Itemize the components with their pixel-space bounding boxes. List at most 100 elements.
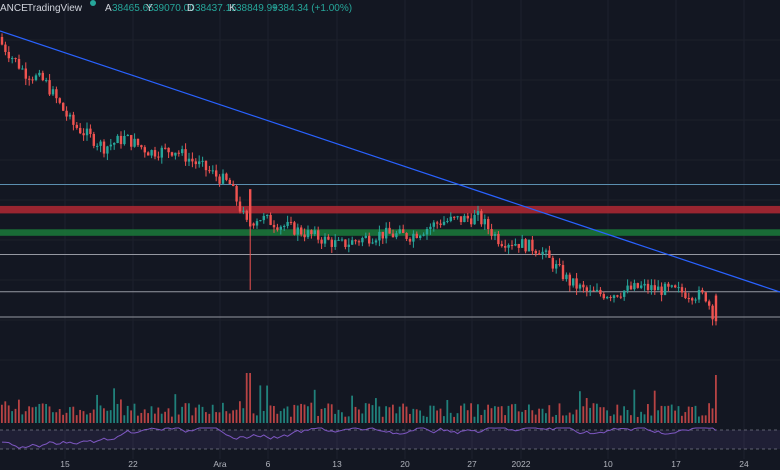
chart-header: ANCE TradingView A 38465.65 Y 39070.00 D… bbox=[0, 0, 780, 18]
candle-body bbox=[371, 242, 374, 244]
candle-body bbox=[235, 186, 238, 202]
volume-bar bbox=[528, 404, 530, 423]
volume-bar bbox=[14, 408, 17, 423]
volume-bar bbox=[514, 403, 517, 423]
volume-bar bbox=[524, 409, 527, 423]
candle-body bbox=[548, 250, 551, 258]
volume-bar bbox=[215, 412, 217, 423]
candle-body bbox=[153, 150, 157, 157]
volume-bar bbox=[551, 416, 554, 423]
candle-body bbox=[470, 218, 473, 225]
candle-body bbox=[82, 133, 85, 136]
volume-bar bbox=[62, 414, 64, 423]
candle-body bbox=[51, 89, 55, 95]
candle-body bbox=[283, 225, 286, 227]
candle-body bbox=[701, 289, 704, 293]
volume-bar bbox=[521, 411, 523, 423]
candle-body bbox=[425, 229, 429, 235]
candle-body bbox=[215, 170, 218, 177]
x-tick-label: 6 bbox=[265, 459, 271, 469]
volume-bar bbox=[647, 404, 649, 423]
candle-body bbox=[415, 233, 418, 238]
volume-bar bbox=[109, 410, 112, 423]
candle-body bbox=[527, 239, 531, 252]
candle-body bbox=[582, 284, 585, 288]
candle-body bbox=[204, 160, 208, 171]
volume-bar bbox=[388, 407, 391, 423]
candle-body bbox=[21, 68, 24, 70]
candle-body bbox=[28, 78, 31, 80]
candle-body bbox=[364, 235, 367, 238]
candle-body bbox=[694, 299, 697, 301]
candle-body bbox=[279, 226, 282, 230]
candle-body bbox=[75, 124, 78, 128]
candle-body bbox=[619, 296, 622, 298]
volume-bar bbox=[398, 406, 401, 423]
candle-body bbox=[643, 283, 646, 286]
symbol-label[interactable]: ANCE bbox=[0, 3, 28, 14]
volume-bar bbox=[490, 408, 493, 423]
candle-body bbox=[255, 221, 259, 226]
candle-body bbox=[320, 239, 323, 244]
candle-body bbox=[473, 214, 476, 225]
volume-bar bbox=[500, 406, 503, 423]
volume-bar bbox=[409, 413, 411, 423]
candle-body bbox=[96, 145, 99, 147]
candle-body bbox=[483, 219, 486, 225]
candle-body bbox=[623, 290, 626, 297]
volume-bar bbox=[456, 413, 459, 423]
volume-bar bbox=[405, 406, 408, 423]
candle-body bbox=[476, 211, 480, 215]
candle-body bbox=[684, 292, 687, 299]
candle-body bbox=[242, 210, 245, 212]
volume-bar bbox=[708, 403, 710, 423]
volume-bar bbox=[55, 412, 58, 423]
candle-body bbox=[14, 58, 17, 60]
candle-body bbox=[181, 149, 184, 154]
volume-bar bbox=[592, 403, 595, 423]
volume-bar bbox=[269, 405, 272, 423]
volume-bar bbox=[701, 415, 704, 423]
x-tick-label: 10 bbox=[603, 459, 613, 469]
volume-bar bbox=[35, 406, 37, 423]
volume-bar bbox=[636, 416, 639, 423]
candle-body bbox=[259, 220, 262, 222]
candle-body bbox=[11, 58, 14, 60]
volume-bar bbox=[640, 411, 642, 423]
candle-body bbox=[456, 216, 459, 218]
candle-body bbox=[578, 284, 582, 289]
candle-body bbox=[514, 243, 517, 246]
rsi-line bbox=[1, 427, 717, 449]
candle-body bbox=[17, 58, 21, 69]
candle-body bbox=[561, 265, 565, 280]
candle-body bbox=[293, 222, 296, 235]
volume-bar bbox=[92, 409, 95, 423]
volume-bar bbox=[558, 403, 561, 423]
candle-body bbox=[500, 244, 503, 247]
time-axis[interactable]: 15 22 Ara 6 13 20 27 2022 10 17 24 bbox=[0, 459, 780, 470]
volume-bar bbox=[687, 406, 690, 423]
volume-bar bbox=[24, 411, 27, 423]
volume-bar bbox=[616, 404, 619, 423]
candle-body bbox=[551, 257, 554, 269]
candle-body bbox=[589, 290, 592, 292]
volume-bar bbox=[579, 391, 581, 423]
volume-bar bbox=[412, 408, 415, 423]
candle-body bbox=[534, 250, 537, 254]
candle-body bbox=[378, 231, 381, 241]
volume-bar bbox=[466, 410, 469, 423]
volume-bar bbox=[511, 404, 513, 423]
volume-bar bbox=[4, 401, 7, 423]
candle-body bbox=[408, 238, 412, 242]
volume-bar bbox=[266, 385, 268, 423]
candle-body bbox=[289, 221, 293, 223]
volume-bar bbox=[650, 415, 653, 423]
candle-body bbox=[463, 215, 466, 223]
candle-body bbox=[208, 170, 211, 172]
volume-bar bbox=[534, 414, 537, 423]
candle-body bbox=[126, 135, 129, 137]
volume-bar bbox=[106, 410, 109, 423]
candle-body bbox=[38, 72, 41, 76]
volume-bar bbox=[354, 406, 357, 423]
